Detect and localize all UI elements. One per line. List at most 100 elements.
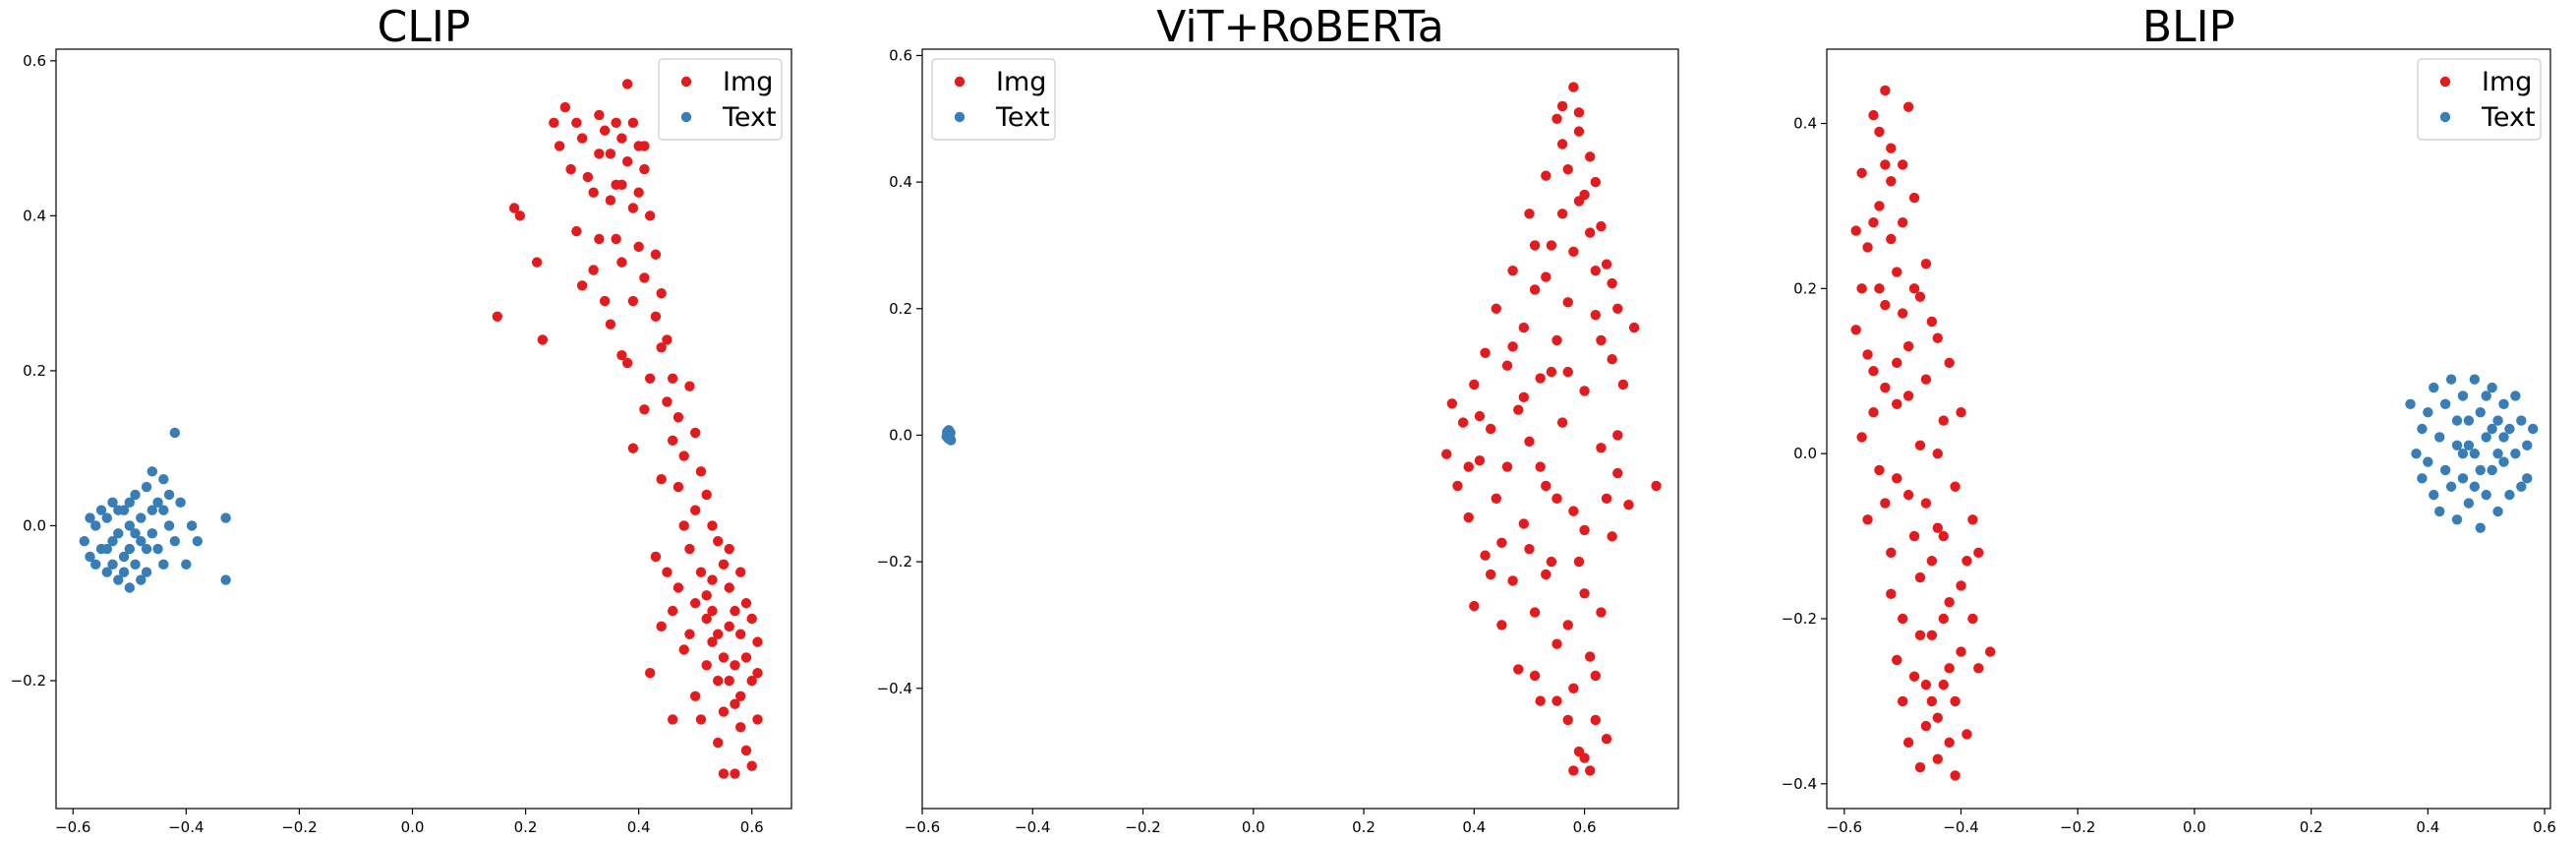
data-point-img [667, 373, 678, 384]
data-point-text [85, 551, 95, 563]
data-point-img [1551, 334, 1562, 346]
data-point-img [1874, 283, 1885, 294]
data-point-img [616, 179, 627, 191]
data-point-img [740, 745, 752, 756]
data-point-img [1584, 151, 1596, 162]
data-point-img [616, 133, 627, 144]
data-point-img [1903, 489, 1914, 501]
data-point-img [594, 109, 605, 121]
series-text [941, 425, 957, 446]
x-tick-label: −0.4 [168, 818, 204, 836]
data-point-img [735, 629, 746, 639]
data-point-img [701, 590, 712, 601]
y-tick-label: −0.4 [1782, 775, 1817, 793]
data-point-text [152, 543, 163, 555]
x-tick-label: 0.4 [2416, 818, 2439, 836]
data-point-img [1551, 695, 1562, 706]
data-point-img [1944, 737, 1955, 749]
data-point-img [1507, 341, 1518, 352]
data-point-img [1541, 170, 1551, 181]
data-point-img [650, 249, 662, 260]
data-point-img [611, 117, 621, 129]
legend-marker-img [680, 76, 692, 88]
data-point-text [2451, 514, 2463, 525]
data-point-img [701, 660, 712, 671]
y-tick-label: 0.4 [889, 173, 912, 191]
data-point-img [1897, 695, 1908, 707]
legend-label-img: Img [996, 67, 1046, 97]
chart-panel-2: BLIP −0.6 −0.4 −0.2 0.0 0.2 0.4 0.6 −0.4 −0.2 0.0 0… [1782, 2, 2556, 836]
data-point-text [2457, 473, 2469, 484]
data-point-text [2411, 448, 2422, 459]
legend-label-text: Text [2481, 102, 2536, 133]
y-tick-label: −0.2 [877, 553, 912, 571]
x-tick-label: −0.6 [905, 818, 940, 836]
data-point-img [1596, 220, 1607, 232]
x-tick-label: 0.0 [401, 818, 425, 836]
data-point-img [713, 675, 724, 687]
data-point-img [616, 349, 627, 361]
legend-label-img: Img [723, 67, 773, 97]
data-point-img [1932, 753, 1943, 764]
data-point-img [1596, 607, 1607, 618]
data-point-img [701, 613, 712, 625]
data-point-img [752, 667, 763, 679]
data-point-img [1880, 159, 1891, 170]
data-point-text [152, 497, 163, 509]
data-point-img [1914, 571, 1926, 583]
data-point-img [1496, 620, 1507, 631]
data-point-text [2469, 481, 2481, 492]
data-point-text [2469, 448, 2481, 459]
data-point-img [1628, 322, 1640, 333]
data-point-img [1590, 310, 1602, 321]
data-point-img [730, 698, 740, 709]
data-point-img [724, 582, 734, 593]
data-point-img [1874, 464, 1885, 476]
data-point-img [1612, 303, 1623, 314]
data-point-img [508, 203, 520, 213]
data-point-img [1562, 620, 1573, 631]
data-point-img [1568, 82, 1579, 92]
data-point-img [1938, 613, 1949, 625]
legend-marker-text [2439, 111, 2451, 123]
data-point-text [95, 505, 107, 515]
data-point-img [1496, 537, 1507, 548]
data-point-img [1579, 386, 1590, 396]
data-point-text [2498, 432, 2509, 443]
data-point-img [1938, 679, 1949, 691]
legend-marker-img [954, 76, 966, 88]
data-point-text [141, 567, 152, 577]
data-point-img [1862, 242, 1873, 253]
x-tick-label: 0.4 [627, 818, 651, 836]
data-point-img [1617, 379, 1629, 390]
data-point-img [1856, 432, 1867, 443]
data-point-img [1908, 671, 1920, 682]
x-tick-label: −0.4 [1943, 818, 1978, 836]
data-point-img [1535, 695, 1546, 706]
data-point-img [627, 203, 639, 213]
data-point-text [107, 536, 118, 547]
y-tick-label: 0.2 [1793, 279, 1817, 297]
data-point-img [1529, 670, 1541, 682]
y-tick-label: 0.4 [1793, 115, 1817, 133]
x-tick-label: 0.6 [1573, 818, 1597, 836]
data-point-img [1886, 547, 1897, 559]
data-point-img [1524, 209, 1535, 219]
data-point-img [1452, 480, 1463, 492]
data-point-text [90, 559, 101, 571]
data-point-img [1932, 712, 1943, 723]
data-point-text [2445, 374, 2457, 385]
data-point-img [1607, 277, 1617, 289]
data-point-text [2445, 481, 2457, 492]
legend: Img Text [931, 58, 1056, 141]
data-point-img [1612, 430, 1623, 441]
data-point-text [79, 536, 89, 547]
x-tick-label: 0.0 [2183, 818, 2206, 836]
data-point-img [1491, 493, 1501, 504]
data-point-text [2451, 415, 2463, 426]
axes-frame [1826, 48, 2551, 810]
data-point-img [639, 404, 650, 415]
data-point-img [1908, 530, 1920, 542]
data-point-img [662, 396, 673, 407]
data-point-img [1485, 569, 1496, 580]
